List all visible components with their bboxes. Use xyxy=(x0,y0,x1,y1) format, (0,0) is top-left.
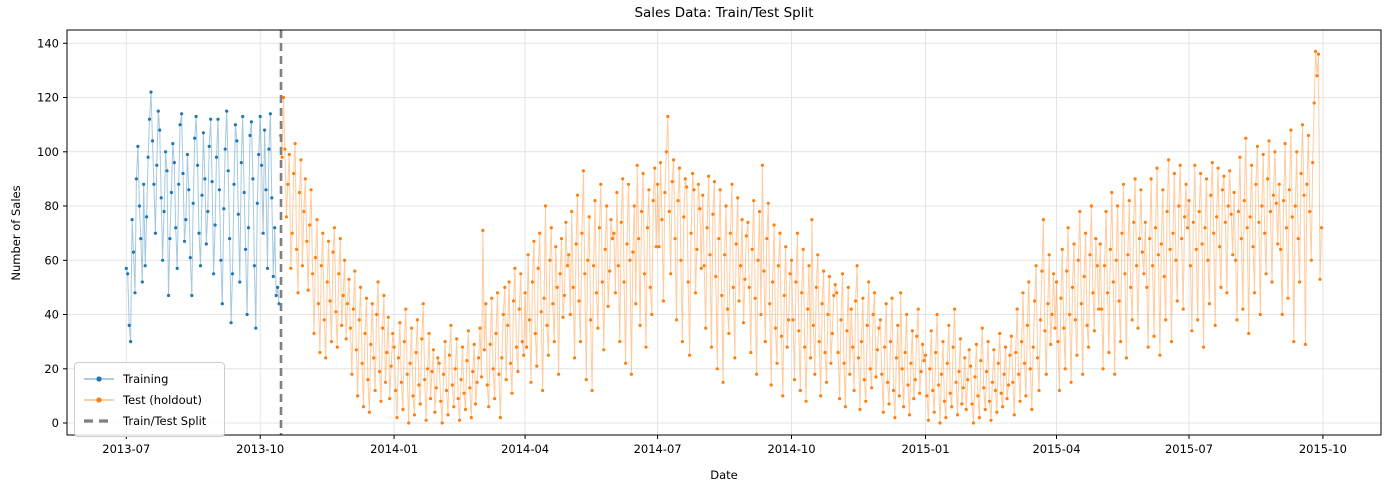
svg-text:80: 80 xyxy=(44,199,59,213)
test-line-icon xyxy=(84,396,114,403)
svg-text:2014-01: 2014-01 xyxy=(370,442,418,456)
svg-text:2015-01: 2015-01 xyxy=(901,442,949,456)
svg-text:2013-07: 2013-07 xyxy=(102,442,150,456)
svg-text:2015-07: 2015-07 xyxy=(1165,442,1213,456)
svg-text:2015-04: 2015-04 xyxy=(1032,442,1080,456)
legend-label-test: Test (holdout) xyxy=(123,392,202,407)
svg-text:100: 100 xyxy=(37,145,59,159)
y-axis-label: Number of Sales xyxy=(9,185,23,281)
legend-label-split: Train/Test Split xyxy=(123,413,207,428)
x-axis-label: Date xyxy=(710,468,738,482)
svg-text:40: 40 xyxy=(44,308,59,322)
page-title: Sales Data: Train/Test Split xyxy=(634,5,814,21)
legend: Training Test (holdout) Train/Test Split xyxy=(74,362,225,437)
training-line-icon xyxy=(84,375,114,382)
svg-text:20: 20 xyxy=(44,362,59,376)
legend-item-split: Train/Test Split xyxy=(83,410,216,431)
svg-text:2014-07: 2014-07 xyxy=(634,442,682,456)
legend-item-training: Training xyxy=(83,368,216,389)
svg-text:2015-10: 2015-10 xyxy=(1299,442,1347,456)
svg-text:0: 0 xyxy=(52,416,59,430)
svg-text:2013-10: 2013-10 xyxy=(236,442,284,456)
svg-text:140: 140 xyxy=(37,36,59,50)
split-dashed-line-icon xyxy=(84,418,114,423)
svg-text:60: 60 xyxy=(44,253,59,267)
legend-label-training: Training xyxy=(123,371,169,386)
svg-text:2014-10: 2014-10 xyxy=(767,442,815,456)
svg-text:120: 120 xyxy=(37,91,59,105)
legend-item-test: Test (holdout) xyxy=(83,389,216,410)
svg-text:2014-04: 2014-04 xyxy=(501,442,549,456)
